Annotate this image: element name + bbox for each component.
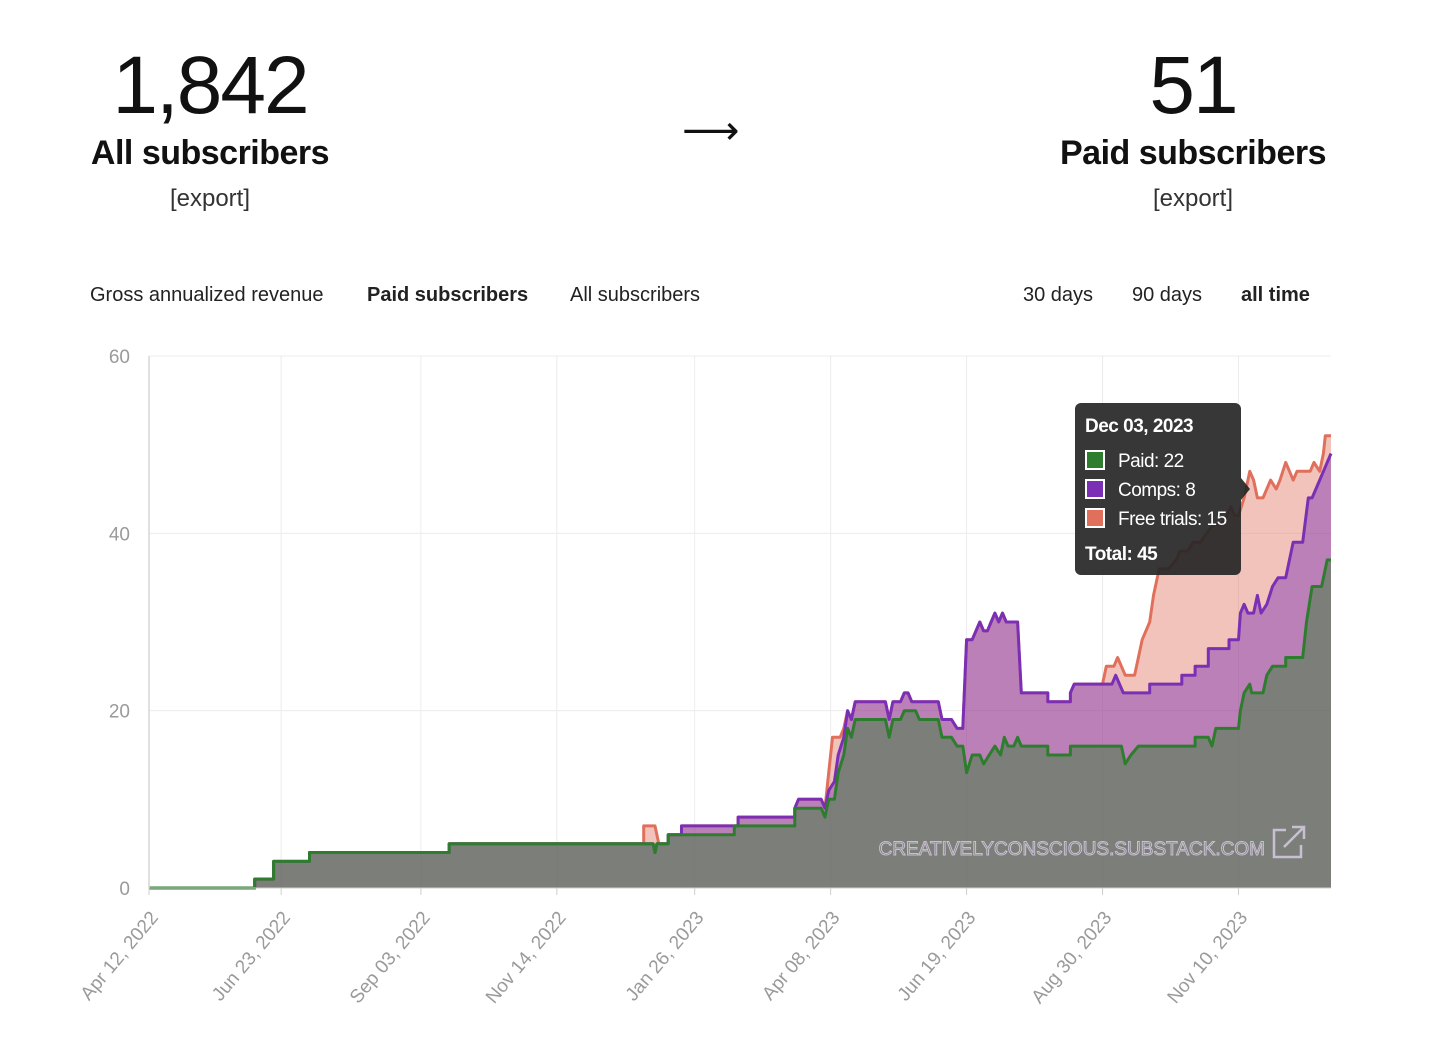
all-subscribers-stat: 1,842 All subscribers [export] — [0, 40, 420, 213]
tooltip-pointer — [1241, 478, 1250, 500]
external-link-icon[interactable] — [1272, 825, 1306, 859]
tab-paid-subscribers[interactable]: Paid subscribers — [367, 284, 529, 306]
tab-all-time[interactable]: all time — [1241, 284, 1310, 306]
x-tick-label: Nov 14, 2022 — [482, 908, 571, 1008]
x-tick-label: Jun 19, 2023 — [894, 908, 981, 1006]
y-tick-label: 0 — [119, 879, 130, 900]
tab-30-days[interactable]: 30 days — [1023, 284, 1094, 306]
area-comps — [149, 453, 1331, 888]
area-paid — [149, 559, 1331, 888]
paid-subscribers-stat: 51 Paid subscribers [export] — [983, 40, 1403, 213]
all-subscribers-export-link[interactable]: [export] — [169, 185, 251, 212]
tooltip-comps: Comps: 8 — [1118, 480, 1195, 501]
y-tick-label: 60 — [109, 347, 130, 368]
chart-watermark: CREATIVELYCONSCIOUS.SUBSTACK.COM — [878, 825, 1306, 861]
all-subscribers-count: 1,842 — [112, 40, 309, 131]
tab-all-subscribers[interactable]: All subscribers — [570, 284, 701, 306]
tooltip-swatch-paid — [1085, 450, 1105, 470]
tooltip-free-trials: Free trials: 15 — [1118, 509, 1227, 530]
tooltip-swatch-free-trials — [1085, 508, 1105, 528]
subscribers-chart: 0 20 40 60 Apr 12, 2022 Jun 23, 2022 Sep 03, 2… — [77, 347, 1333, 1008]
x-tick-label: Sep 03, 2022 — [346, 908, 435, 1008]
y-tick-label: 40 — [109, 524, 130, 545]
chart-areas — [149, 435, 1331, 888]
tooltip-paid: Paid: 22 — [1118, 451, 1184, 472]
x-tick-label: Jan 26, 2023 — [622, 908, 709, 1006]
chart-tooltip: Dec 03, 2023 Paid: 22 Comps: 8 Free tria… — [1075, 403, 1250, 575]
y-tick-label: 20 — [109, 702, 130, 723]
x-tick-label: Jun 23, 2022 — [208, 908, 295, 1006]
x-tick-label: Nov 10, 2023 — [1164, 908, 1253, 1008]
tab-gross-annualized-revenue[interactable]: Gross annualized revenue — [90, 284, 324, 306]
tooltip-box — [1075, 403, 1241, 575]
tooltip-swatch-comps — [1085, 479, 1105, 499]
watermark-text: CREATIVELYCONSCIOUS.SUBSTACK.COM — [879, 839, 1265, 860]
tooltip-total: Total: 45 — [1085, 544, 1158, 565]
x-tick-label: Apr 08, 2023 — [758, 908, 844, 1005]
line-paid — [149, 558, 1331, 890]
tooltip-date: Dec 03, 2023 — [1085, 416, 1193, 437]
x-tick-label: Aug 30, 2023 — [1028, 908, 1117, 1008]
line-comps — [149, 452, 1333, 890]
all-subscribers-label: All subscribers — [90, 134, 330, 172]
x-tick-label: Apr 12, 2022 — [77, 908, 163, 1005]
paid-subscribers-export-link[interactable]: [export] — [1152, 185, 1234, 212]
paid-subscribers-count: 51 — [1149, 40, 1238, 131]
tab-90-days[interactable]: 90 days — [1132, 284, 1203, 306]
arrow-right-icon: ⟶ — [682, 109, 740, 153]
chart-lines — [149, 434, 1333, 890]
paid-subscribers-label: Paid subscribers — [1059, 134, 1327, 172]
area-free-trials — [149, 435, 1331, 888]
